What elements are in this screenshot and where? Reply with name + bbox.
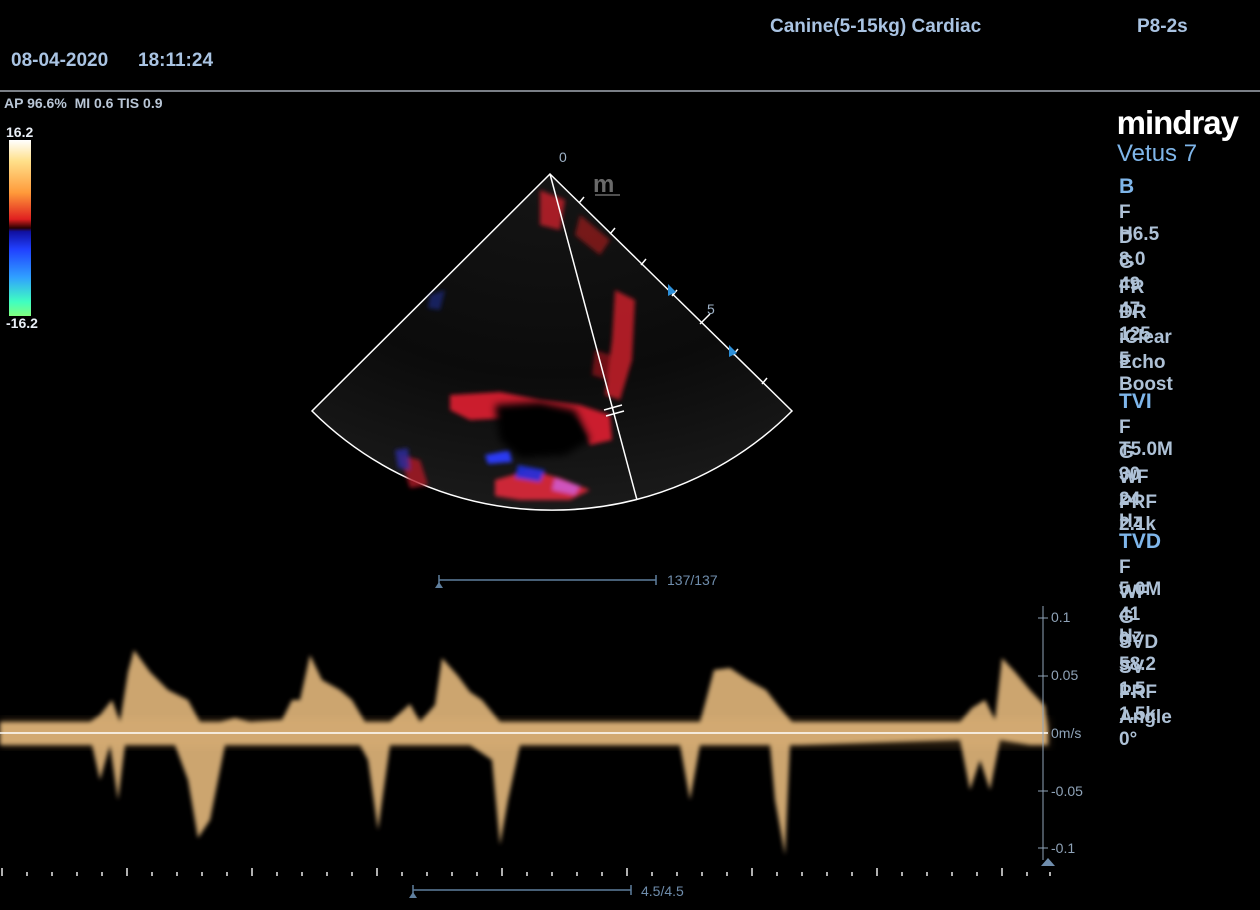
preset-name: Canine(5-15kg) Cardiac: [770, 16, 982, 37]
param-frequency: F H6.5: [1119, 202, 1160, 245]
mechanical-index: MI 0.6: [74, 95, 114, 111]
baseline-adjust-icon[interactable]: [1041, 858, 1055, 866]
brand-logo: mindray: [1116, 104, 1239, 141]
time-axis-ticks: [1, 868, 1051, 876]
color-doppler-overlay: [395, 190, 635, 500]
tvd-svd: SVD 58.2: [1119, 632, 1159, 675]
tvd-prf: PRF 1.5k: [1119, 682, 1157, 725]
focus-marker-2-icon: [729, 345, 737, 357]
tvd-sample-volume: SV 1.5: [1119, 657, 1146, 700]
acoustic-power: AP 96.6%: [4, 95, 67, 111]
depth-top-label: 0: [559, 149, 567, 165]
velocity-label-0.05: 0.05: [1051, 667, 1079, 683]
velocity-label-0.1: 0.1: [1051, 609, 1071, 625]
exam-time: 18:11:24: [138, 50, 214, 71]
tvd-gain: G 0: [1119, 607, 1134, 650]
b-mode-title: B: [1119, 175, 1135, 198]
color-bar-min: -16.2: [6, 315, 38, 331]
doppler-spectrum: [0, 650, 1050, 855]
param-depth: D 8.0: [1119, 227, 1146, 270]
tvi-prf: PRF 2.1k: [1119, 492, 1157, 535]
param-iclear: iClear 5: [1119, 327, 1172, 370]
focus-marker-icon: [668, 284, 676, 296]
param-frame-rate: FR 47: [1119, 277, 1145, 320]
color-bar-max: 16.2: [6, 124, 34, 140]
tvd-wall-filter: WF 41 Hz: [1119, 582, 1149, 647]
cine-time-bar[interactable]: [409, 885, 632, 898]
cine-frame-bar[interactable]: [435, 575, 657, 588]
tvi-frequency: F T5.0M: [1119, 417, 1173, 460]
header-divider: [0, 90, 1260, 92]
sample-gate-top[interactable]: [603, 404, 623, 411]
tvi-gain: G 30: [1119, 442, 1141, 485]
depth-5-label: 5: [707, 301, 715, 317]
orientation-marker-icon: m: [593, 171, 614, 198]
sector-fan: [310, 172, 794, 511]
sample-gate-bottom[interactable]: [605, 410, 625, 417]
frame-counter: 137/137: [667, 572, 718, 588]
safety-indices: AP 96.6% MI 0.6 TIS 0.9: [4, 95, 163, 111]
velocity-label-neg-0.05: -0.05: [1051, 783, 1083, 799]
exam-date: 08-04-2020: [11, 50, 109, 71]
velocity-label-neg-0.1: -0.1: [1051, 840, 1076, 856]
thermal-index: TIS 0.9: [117, 95, 163, 111]
velocity-label-zero: 0m/s: [1051, 725, 1082, 741]
velocity-scale: [1038, 606, 1048, 860]
param-echo-boost: Echo Boost: [1119, 352, 1173, 395]
time-counter: 4.5/4.5: [641, 883, 684, 899]
tvi-wall-filter: WF 24 Hz: [1119, 467, 1149, 532]
velocity-color-bar: [9, 140, 31, 316]
probe-name: P8-2s: [1137, 16, 1188, 37]
doppler-cursor-line[interactable]: [549, 173, 638, 501]
device-model: Vetus 7: [1117, 140, 1198, 167]
tvd-title: TVD: [1119, 530, 1161, 553]
tvi-title: TVI: [1119, 390, 1152, 413]
tvd-frequency: F 5.0M: [1119, 557, 1162, 600]
param-gain: G 49: [1119, 252, 1141, 295]
param-dynamic-range: DR 125: [1119, 302, 1151, 345]
tvd-angle: Angle 0°: [1119, 707, 1172, 750]
